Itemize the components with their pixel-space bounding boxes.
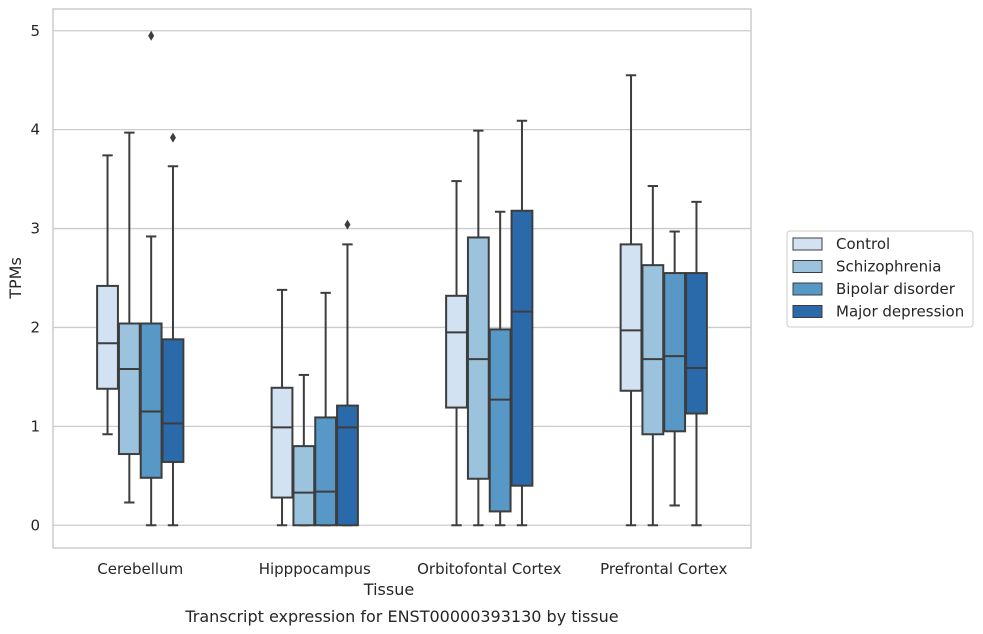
- box-group: [466, 129, 490, 527]
- x-tick-label: Prefrontal Cortex: [600, 560, 727, 578]
- x-axis-ticks: Cerebellum Hipppocampus Orbitofontal Corte…: [97, 560, 727, 578]
- legend-label: Bipolar disorder: [836, 280, 956, 298]
- box-group: [117, 131, 141, 504]
- box: [336, 404, 359, 527]
- legend-label: Control: [836, 235, 890, 253]
- plot-frame: [52, 8, 752, 549]
- legend-swatch: [792, 282, 823, 296]
- y-tick-label: 5: [30, 22, 40, 40]
- legend-swatch: [792, 260, 823, 273]
- box: [314, 416, 338, 527]
- y-axis-ticks: 0 1 2 3 4 5: [30, 22, 40, 534]
- box: [619, 243, 643, 392]
- legend-label: Schizophrenia: [836, 258, 941, 276]
- legend-swatch: [792, 305, 823, 318]
- x-tick-label: Cerebellum: [97, 560, 183, 578]
- box-group: [510, 119, 534, 527]
- y-tick-label: 0: [30, 516, 40, 534]
- box-group: [96, 154, 119, 436]
- outlier-point: [169, 132, 176, 143]
- box: [488, 328, 512, 513]
- box: [641, 264, 665, 436]
- box-group: [336, 219, 359, 527]
- box-group: [139, 30, 163, 527]
- box: [663, 272, 687, 433]
- box: [270, 386, 294, 499]
- box-group: [619, 74, 643, 527]
- legend: Control Schizophrenia Bipolar disorder Majo…: [786, 230, 974, 328]
- legend-frame: [786, 230, 974, 328]
- y-axis-label: TPMs: [6, 257, 25, 300]
- y-tick-label: 4: [30, 121, 40, 139]
- box-group: [641, 185, 665, 527]
- box: [139, 322, 163, 479]
- box: [510, 209, 534, 487]
- box: [445, 294, 468, 409]
- box: [292, 445, 316, 527]
- box-group: [292, 373, 316, 527]
- y-tick-label: 3: [30, 220, 40, 238]
- legend-label: Major depression: [836, 303, 964, 321]
- box: [685, 272, 708, 415]
- x-tick-label: Orbitofontal Cortex: [417, 560, 561, 578]
- outlier-point: [148, 30, 155, 41]
- box-group: [445, 180, 468, 527]
- box: [161, 338, 185, 463]
- x-tick-label: Hipppocampus: [259, 560, 371, 578]
- boxes: [96, 30, 708, 527]
- box-group: [270, 288, 294, 527]
- x-axis-label: Tissue: [363, 580, 414, 599]
- box-group: [685, 200, 708, 527]
- legend-swatch: [792, 237, 823, 251]
- outlier-point: [344, 219, 351, 230]
- chart-caption: Transcript expression for ENST0000039313…: [184, 607, 618, 626]
- box: [96, 284, 119, 390]
- box-group: [488, 210, 512, 527]
- y-tick-label: 1: [30, 417, 40, 435]
- box-group: [161, 132, 185, 527]
- box: [117, 322, 141, 456]
- y-tick-label: 2: [30, 318, 40, 336]
- box-group: [663, 230, 687, 507]
